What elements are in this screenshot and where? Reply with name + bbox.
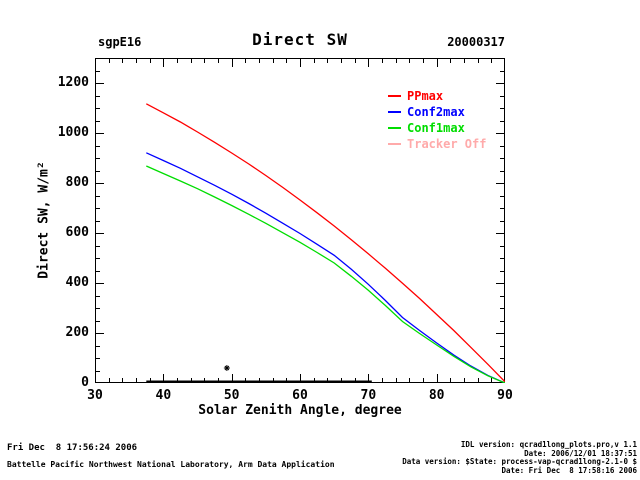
y-tick-label: 400 [65,275,89,290]
legend-label: PPmax [407,89,444,103]
version-info-line: Date: 2006/12/01 18:37:51 [524,448,637,458]
legend-label: Conf2max [407,105,465,119]
x-tick-label: 50 [223,388,240,403]
x-tick-label: 90 [497,388,513,403]
version-info-line: IDL version: qcrad1long_plots.pro,v 1.1 [460,440,637,449]
site-label: sgpE16 [98,35,142,49]
y-tick-label: 0 [81,375,89,390]
timestamp-left: Fri Dec 8 17:56:24 2006 [7,443,138,453]
plot-area [95,58,505,383]
x-axis-title: Solar Zenith Angle, degree [198,403,402,418]
y-tick-label: 1200 [57,75,89,90]
legend-item-tracker-off: Tracker Off [388,136,486,152]
legend-label: Tracker Off [407,137,487,151]
legend-item-conf1max: Conf1max [388,120,486,136]
x-tick-label: 40 [155,388,172,403]
x-tick-label: 60 [292,388,308,403]
legend-line-swatch [388,111,401,113]
organization-label: Battelle Pacific Northwest National Labo… [7,460,335,469]
y-tick-label: 600 [65,225,89,240]
legend-label: Conf1max [407,121,465,135]
date-label: 20000317 [447,35,505,49]
x-tick-label: 30 [87,388,103,403]
legend-item-conf2max: Conf2max [388,104,486,120]
legend: PPmax Conf2max Conf1max Tracker Off [388,88,486,152]
legend-line-swatch [388,95,401,97]
series-ppmax [145,103,505,383]
x-tick-label: 80 [428,388,445,403]
version-info-line: Data version: $State: process-vap-qcrad1… [402,457,637,466]
y-tick-label: 200 [65,325,89,340]
plot-svg [95,58,505,383]
chart-title: Direct SW [252,30,348,49]
version-info-line: Date: Fri Dec 8 17:58:16 2006 [501,465,637,475]
asterisk-marker [223,365,230,371]
series-conf2max [146,152,505,383]
x-tick-label: 70 [360,388,377,403]
y-tick-label: 1000 [57,125,89,140]
footer-left: Fri Dec 8 17:56:24 2006 Battelle Pacific… [7,443,335,469]
legend-item-ppmax: PPmax [388,88,486,104]
series-conf1max [146,165,505,383]
legend-line-swatch [388,127,401,129]
y-tick-label: 800 [65,175,89,190]
version-info: IDL version: qcrad1long_plots.pro,v 1.1 D… [402,440,637,475]
y-axis-title: Direct SW, W/m² [36,161,52,279]
legend-line-swatch [388,143,401,145]
